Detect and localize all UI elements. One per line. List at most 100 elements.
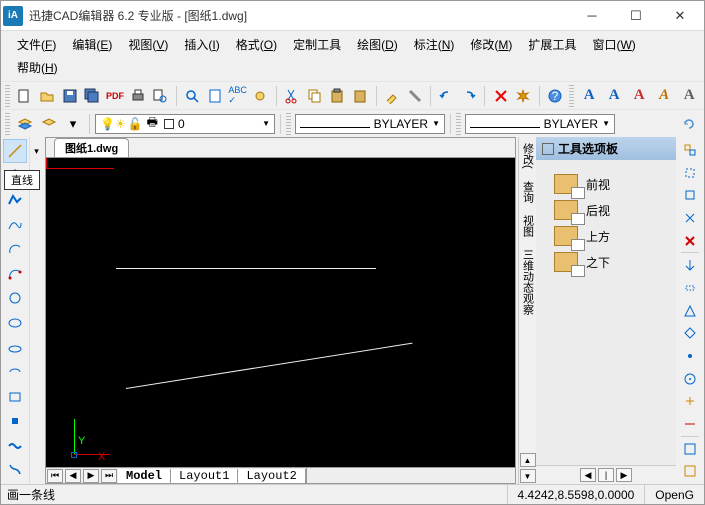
text-style-button[interactable]: A <box>678 85 700 107</box>
layer-combo[interactable]: 💡☀🔓🖶 0 ▼ <box>95 114 275 134</box>
collapse-button[interactable]: ▾ <box>31 139 43 163</box>
saveall-button[interactable] <box>82 85 103 107</box>
close-button[interactable]: ✕ <box>658 2 702 30</box>
revcloud-tool[interactable] <box>3 336 27 360</box>
circle-tool[interactable] <box>3 286 27 310</box>
match-button[interactable] <box>382 85 403 107</box>
tool-r11[interactable] <box>678 368 702 390</box>
side-tab[interactable]: 修改( <box>520 137 536 175</box>
tool-r8[interactable] <box>678 300 702 322</box>
tool-r3[interactable] <box>678 184 702 206</box>
redo-button[interactable] <box>459 85 480 107</box>
polyline-tool[interactable] <box>3 188 27 212</box>
refresh-button[interactable] <box>678 113 700 135</box>
menu-item[interactable]: 定制工具 <box>285 33 349 56</box>
freehand-tool[interactable] <box>3 459 27 483</box>
find-button[interactable] <box>182 85 203 107</box>
palette-item[interactable]: 前视 <box>554 174 672 194</box>
menu-item[interactable]: 帮助(H) <box>9 56 66 79</box>
menu-item[interactable]: 编辑(E) <box>64 33 120 56</box>
open-button[interactable] <box>36 85 57 107</box>
arc-tool[interactable] <box>3 237 27 261</box>
palette-next-button[interactable]: ▶ <box>616 468 632 482</box>
doc-button[interactable] <box>205 85 226 107</box>
palette-item[interactable]: 之下 <box>554 252 672 272</box>
menu-item[interactable]: 视图(V) <box>120 33 176 56</box>
tool-r7[interactable] <box>678 277 702 299</box>
print-button[interactable] <box>127 85 148 107</box>
menu-item[interactable]: 绘图(D) <box>349 33 406 56</box>
tool-r2[interactable] <box>678 162 702 184</box>
pdf-button[interactable]: PDF <box>105 85 126 107</box>
text-style-button[interactable]: A <box>653 85 675 107</box>
menu-item[interactable]: 格式(O) <box>228 33 285 56</box>
arc3-tool[interactable] <box>3 262 27 286</box>
layout-tab[interactable]: Model <box>118 469 171 483</box>
spell-button[interactable]: ABC✓ <box>227 85 248 107</box>
tab-next-button[interactable]: ▶ <box>83 469 99 483</box>
menu-item[interactable]: 插入(I) <box>176 33 227 56</box>
tool-r4[interactable] <box>678 207 702 229</box>
tool-r6[interactable] <box>678 254 702 276</box>
palette-item[interactable]: 上方 <box>554 226 672 246</box>
ellipse-tool[interactable] <box>3 311 27 335</box>
tab-last-button[interactable]: ⏭ <box>101 469 117 483</box>
tool-r5[interactable] <box>678 230 702 252</box>
spline-tool[interactable] <box>3 213 27 237</box>
side-tab[interactable]: 视图 <box>520 209 536 243</box>
side-tab[interactable]: 三维动态观察 <box>520 243 536 321</box>
rectangle-tool[interactable] <box>3 385 27 409</box>
minimize-button[interactable]: ─ <box>570 2 614 30</box>
tool-r12[interactable] <box>678 390 702 412</box>
save-button[interactable] <box>59 85 80 107</box>
wave-tool[interactable] <box>3 434 27 458</box>
layer-state-button[interactable] <box>38 113 60 135</box>
panel-up-button[interactable]: ▲ <box>520 453 536 467</box>
undo-button[interactable] <box>436 85 457 107</box>
linetype-combo[interactable]: BYLAYER ▼ <box>295 114 445 134</box>
palette-prev-button[interactable]: ◀ <box>580 468 596 482</box>
document-tab[interactable]: 图纸1.dwg <box>54 138 129 157</box>
preview-button[interactable] <box>150 85 171 107</box>
panel-down-button[interactable]: ▼ <box>520 469 536 483</box>
tool-r13[interactable] <box>678 413 702 435</box>
maximize-button[interactable]: ☐ <box>614 2 658 30</box>
delete-button[interactable] <box>490 85 511 107</box>
menu-item[interactable]: 修改(M) <box>462 33 520 56</box>
new-button[interactable] <box>14 85 35 107</box>
tool-r14[interactable] <box>678 438 702 460</box>
lineweight-combo[interactable]: BYLAYER ▼ <box>465 114 615 134</box>
line-tool[interactable]: 直线 <box>3 139 27 163</box>
polygon-tool[interactable] <box>3 409 27 433</box>
palette-header[interactable]: 工具选项板 <box>536 137 676 160</box>
tool-r10[interactable] <box>678 345 702 367</box>
help-button[interactable]: ? <box>545 85 566 107</box>
menu-item[interactable]: 标注(N) <box>406 33 463 56</box>
layer-prev-button[interactable]: ▾ <box>62 113 84 135</box>
cut-button[interactable] <box>282 85 303 107</box>
tool-r1[interactable] <box>678 139 702 161</box>
ellipsearc-tool[interactable] <box>3 360 27 384</box>
side-tab[interactable]: 查询 <box>520 175 536 209</box>
tool-r15[interactable] <box>678 460 702 482</box>
menu-item[interactable]: 窗口(W) <box>584 33 643 56</box>
layout-tab[interactable]: Layout2 <box>238 469 305 483</box>
menu-item[interactable]: 扩展工具 <box>520 33 584 56</box>
palette-item[interactable]: 后视 <box>554 200 672 220</box>
tab-prev-button[interactable]: ◀ <box>65 469 81 483</box>
text-style-button[interactable]: A <box>578 85 600 107</box>
copy-button[interactable] <box>304 85 325 107</box>
explode-button[interactable] <box>513 85 534 107</box>
paste-button[interactable] <box>327 85 348 107</box>
drawing-canvas[interactable]: Y X <box>46 158 515 467</box>
brush-button[interactable] <box>404 85 425 107</box>
menu-item[interactable]: 文件(F) <box>9 33 64 56</box>
layout-tab[interactable]: Layout1 <box>171 469 238 483</box>
layers-button[interactable] <box>14 113 36 135</box>
text-style-button[interactable]: A <box>603 85 625 107</box>
tab-first-button[interactable]: ⏮ <box>47 469 63 483</box>
text-style-button[interactable]: A <box>628 85 650 107</box>
paste-special-button[interactable] <box>350 85 371 107</box>
audit-button[interactable] <box>250 85 271 107</box>
tool-r9[interactable] <box>678 322 702 344</box>
